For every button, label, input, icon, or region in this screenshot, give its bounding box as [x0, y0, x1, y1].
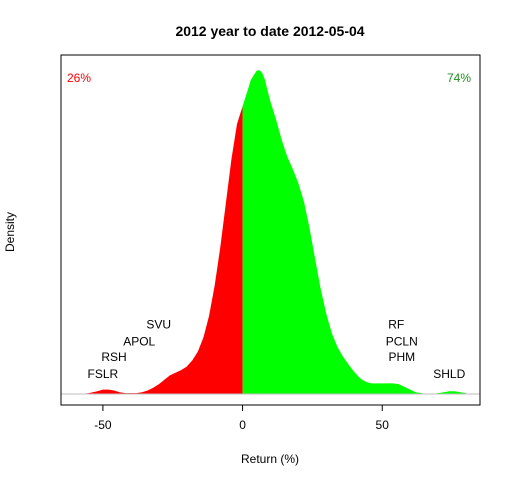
ticker-label: PCLN: [386, 334, 418, 348]
plot-area: [61, 70, 480, 395]
plot-frame: [60, 54, 481, 406]
y-axis-label: Density: [3, 212, 17, 252]
ticker-label: APOL: [123, 334, 155, 348]
negative-density-area: [80, 106, 243, 395]
x-tick-label: 0: [239, 418, 246, 432]
ticker-label: SVU: [146, 317, 171, 331]
x-tick-label: 50: [376, 418, 390, 432]
negative-share-label: 26%: [67, 71, 91, 85]
x-tick-label: -50: [94, 418, 112, 432]
ticker-label: FSLR: [88, 367, 119, 381]
x-axis: -50 0 50: [94, 405, 389, 432]
ticker-label: RF: [388, 317, 404, 331]
ticker-label: SHLD: [433, 367, 465, 381]
ticker-annotations: SVU APOL RSH FSLR RF PCLN PHM SHLD: [88, 317, 466, 381]
ticker-label: RSH: [101, 350, 126, 364]
positive-density-area: [242, 70, 466, 394]
x-axis-label: Return (%): [241, 452, 299, 466]
positive-share-label: 74%: [447, 71, 471, 85]
chart-title: 2012 year to date 2012-05-04: [175, 23, 364, 39]
ticker-label: PHM: [388, 350, 415, 364]
